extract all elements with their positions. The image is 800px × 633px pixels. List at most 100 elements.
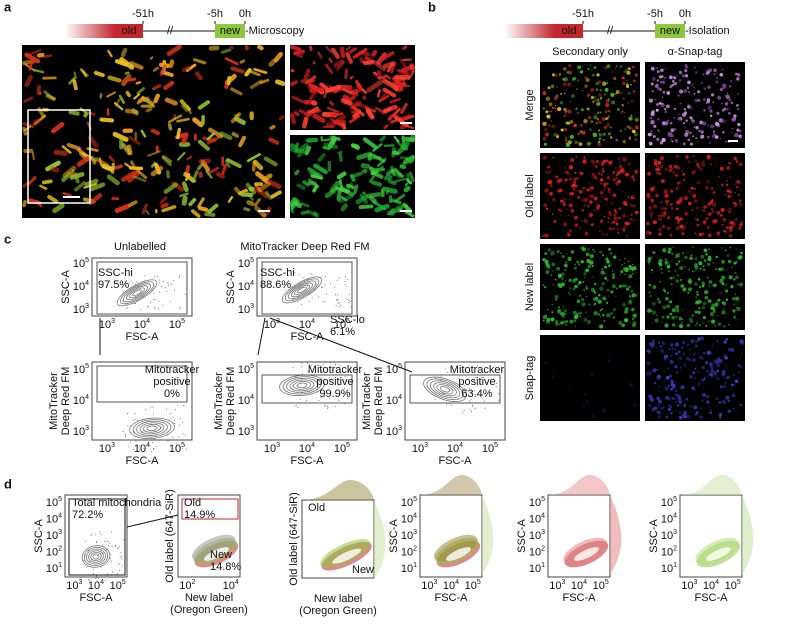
- particle: [588, 108, 590, 111]
- particle: [698, 355, 703, 360]
- event: [166, 290, 168, 292]
- event: [301, 366, 303, 368]
- particle: [669, 354, 672, 357]
- particle: [558, 73, 562, 76]
- particle: [686, 221, 688, 224]
- event: [323, 396, 325, 398]
- tick-base: 10: [46, 546, 58, 558]
- event: [321, 370, 323, 372]
- organelle: [368, 195, 377, 204]
- particle: [558, 178, 563, 182]
- organelle: [360, 163, 371, 169]
- particle: [599, 250, 602, 254]
- organelle: [328, 57, 333, 63]
- density: [116, 275, 188, 311]
- particle: [583, 317, 588, 322]
- organelle: [356, 151, 373, 161]
- tick-base: 10: [238, 426, 250, 438]
- particle: [573, 123, 577, 128]
- particle: [587, 68, 590, 71]
- organelle: [403, 185, 411, 193]
- particle: [620, 270, 624, 274]
- particle: [674, 365, 678, 369]
- x-tick-label: 103: [264, 318, 280, 331]
- tick-exp: 2: [673, 545, 677, 552]
- marginal-histogram: [374, 500, 386, 580]
- event: [337, 298, 339, 300]
- event: [297, 296, 299, 298]
- particle: [707, 124, 710, 127]
- particle: [583, 276, 586, 279]
- particle: [694, 232, 697, 235]
- particle: [725, 298, 729, 302]
- particle: [661, 213, 666, 218]
- particle: [601, 408, 606, 413]
- event: [107, 541, 109, 543]
- tick-exp: 3: [413, 529, 417, 536]
- particle: [706, 154, 711, 159]
- density-contour: [281, 276, 323, 304]
- organelle: [141, 203, 148, 215]
- event: [471, 393, 473, 395]
- event: [158, 279, 160, 281]
- tick-base: 10: [73, 258, 85, 270]
- particle: [568, 203, 573, 208]
- particle: [694, 266, 698, 270]
- particle: [589, 373, 595, 378]
- organelle: [394, 79, 402, 92]
- event: [457, 398, 459, 400]
- event: [325, 405, 327, 407]
- particle: [581, 302, 586, 307]
- gate-label: positive: [458, 376, 495, 388]
- particle: [721, 261, 725, 265]
- particle: [564, 166, 567, 169]
- organelle: [379, 135, 386, 142]
- y-tick-label: 103: [238, 303, 254, 316]
- particle: [696, 322, 698, 325]
- tick-exp: 4: [311, 318, 315, 325]
- event: [442, 393, 444, 395]
- particle: [723, 308, 725, 310]
- organelle: [349, 89, 359, 95]
- particle: [655, 314, 658, 317]
- particle: [660, 75, 664, 78]
- particle: [664, 258, 667, 261]
- particle: [659, 141, 664, 145]
- particle: [668, 164, 673, 168]
- particle: [542, 319, 545, 322]
- particle: [580, 298, 585, 302]
- event: [463, 370, 465, 372]
- particle: [564, 178, 568, 182]
- event: [97, 580, 99, 582]
- particle: [674, 389, 678, 393]
- event: [121, 558, 123, 560]
- particle: [630, 100, 634, 103]
- particle: [653, 406, 658, 411]
- particle: [684, 64, 688, 67]
- particle: [739, 403, 742, 407]
- particle: [670, 379, 675, 384]
- particle: [648, 164, 651, 167]
- particle: [659, 102, 662, 105]
- density-contour: [289, 379, 315, 392]
- particle: [656, 104, 659, 107]
- event: [118, 546, 120, 548]
- tick-exp: 3: [541, 529, 545, 536]
- particle: [715, 268, 718, 271]
- particle: [688, 91, 691, 94]
- particle: [677, 404, 680, 407]
- particle: [602, 138, 605, 142]
- particle: [609, 126, 612, 129]
- particle: [550, 254, 552, 256]
- organelle: [337, 150, 343, 155]
- event: [449, 395, 451, 397]
- particle: [678, 316, 683, 321]
- event: [302, 373, 304, 375]
- event: [127, 412, 129, 414]
- particle: [695, 125, 699, 130]
- particle: [659, 69, 663, 72]
- particle: [609, 213, 612, 217]
- particle: [696, 223, 700, 227]
- particle: [668, 348, 671, 351]
- particle: [624, 284, 628, 288]
